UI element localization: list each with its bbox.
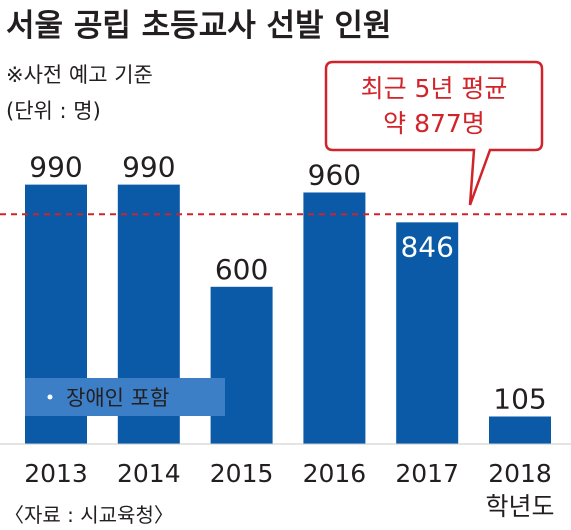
data-label-2014: 990 — [122, 151, 175, 184]
data-label-2016: 960 — [308, 158, 361, 191]
data-label-2013: 990 — [29, 151, 82, 184]
chart-title: 서울 공립 초등교사 선발 인원 — [6, 8, 391, 44]
bar-2016 — [303, 192, 366, 444]
data-label-2017: 846 — [400, 230, 453, 263]
legend-bullet-icon — [47, 394, 53, 400]
bar-2018 — [489, 416, 551, 444]
callout-line1: 최근 5년 평균 — [361, 74, 508, 103]
tick-label-2016: 2016 — [303, 459, 367, 488]
tick-label-2017: 2017 — [395, 459, 459, 488]
bars-group: 990 990 600 960 846 105 — [25, 151, 551, 444]
unit-note: (단위 : 명) — [6, 99, 101, 123]
legend: 장애인 포함 — [25, 378, 225, 416]
data-label-2018: 105 — [493, 382, 546, 415]
data-label-2015: 600 — [215, 253, 268, 286]
tick-label-2015: 2015 — [210, 459, 274, 488]
source-note: 〈자료 : 시교육청〉 — [4, 503, 174, 527]
legend-label: 장애인 포함 — [66, 386, 169, 410]
x-tick-labels: 2013 2014 2015 2016 2017 2018 — [24, 459, 552, 488]
average-callout: 최근 5년 평균 약 877명 — [324, 60, 544, 206]
tick-label-2013: 2013 — [24, 459, 88, 488]
callout-line2: 약 877명 — [383, 109, 485, 138]
tick-label-2018: 2018 — [488, 459, 552, 488]
bar-2015 — [210, 286, 273, 444]
callout-bubble — [324, 60, 544, 206]
legend-box — [25, 378, 225, 416]
chart-subtitle: ※사전 예고 기준 — [6, 63, 153, 87]
tick-label-2014: 2014 — [117, 459, 181, 488]
bar-2017 — [396, 222, 459, 444]
x-axis-unit: 학년도 — [485, 492, 554, 521]
